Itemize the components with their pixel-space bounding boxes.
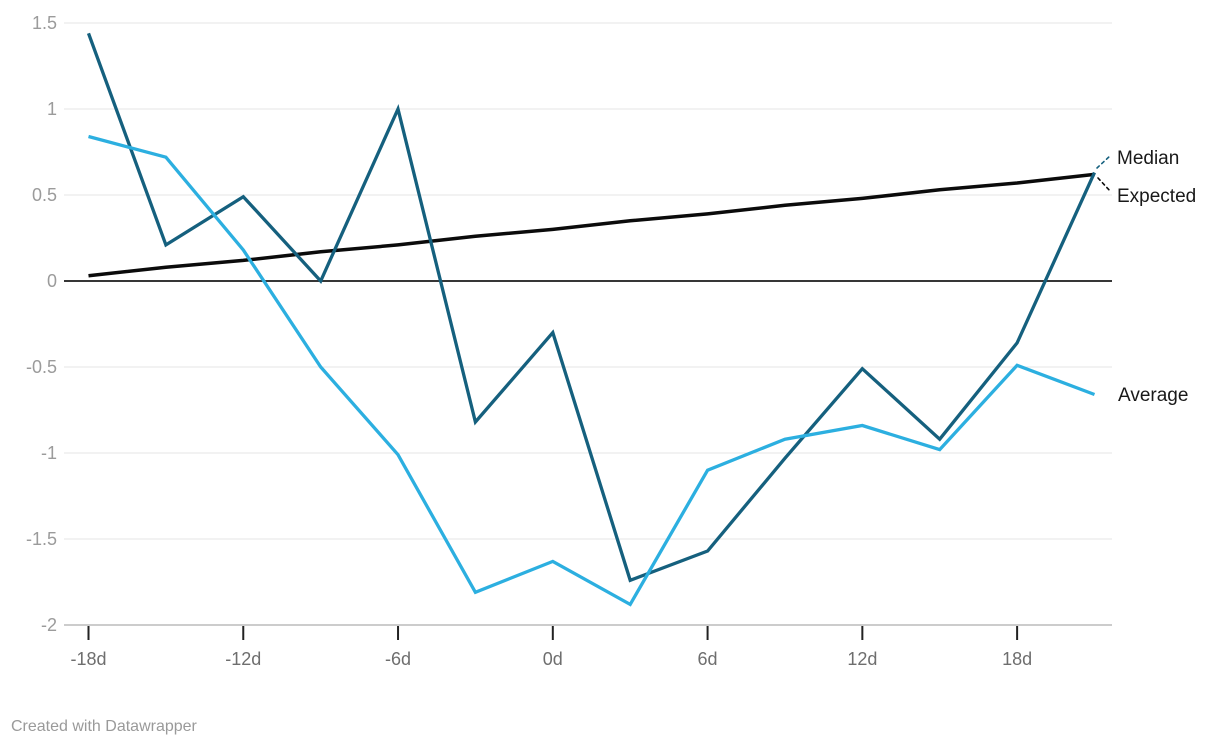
x-axis-layer: -18d -12d -6d 0d 6d 12d 18d bbox=[70, 626, 1032, 669]
expected-series-label: Expected bbox=[1117, 186, 1196, 207]
y-gridlines-layer bbox=[64, 22, 1112, 626]
series-label-connectors bbox=[1096, 154, 1112, 193]
x-tick-label: 12d bbox=[847, 649, 877, 669]
series-labels: Median Expected Average bbox=[1117, 148, 1196, 406]
attribution-text: Created with Datawrapper bbox=[11, 718, 198, 735]
average-series-label: Average bbox=[1118, 385, 1188, 406]
median-label-connector-line bbox=[1096, 154, 1112, 169]
x-tick-label: -12d bbox=[225, 649, 261, 669]
y-tick-label: -0.5 bbox=[26, 357, 57, 377]
y-tick-label: -1.5 bbox=[26, 529, 57, 549]
expected-label-connector-line bbox=[1097, 177, 1112, 193]
y-tick-label: 0.5 bbox=[32, 185, 57, 205]
y-tick-label: -2 bbox=[41, 615, 57, 635]
y-tick-label: 1.5 bbox=[32, 13, 57, 33]
series-line-average bbox=[88, 134, 1096, 607]
x-tick-label: -18d bbox=[70, 649, 106, 669]
series-lines-layer bbox=[86, 32, 1097, 607]
y-tick-label: 0 bbox=[47, 271, 57, 291]
x-tick-label: 0d bbox=[543, 649, 563, 669]
y-tick-label: 1 bbox=[47, 99, 57, 119]
series-line-expected bbox=[88, 172, 1095, 278]
x-tick-label: 6d bbox=[698, 649, 718, 669]
y-tick-label: -1 bbox=[41, 443, 57, 463]
series-line-median bbox=[86, 32, 1097, 583]
y-axis-labels-layer: 1.5 1 0.5 0 -0.5 -1 -1.5 -2 bbox=[26, 13, 57, 635]
x-tick-label: -6d bbox=[385, 649, 411, 669]
median-series-label: Median bbox=[1117, 148, 1179, 169]
x-tick-label: 18d bbox=[1002, 649, 1032, 669]
